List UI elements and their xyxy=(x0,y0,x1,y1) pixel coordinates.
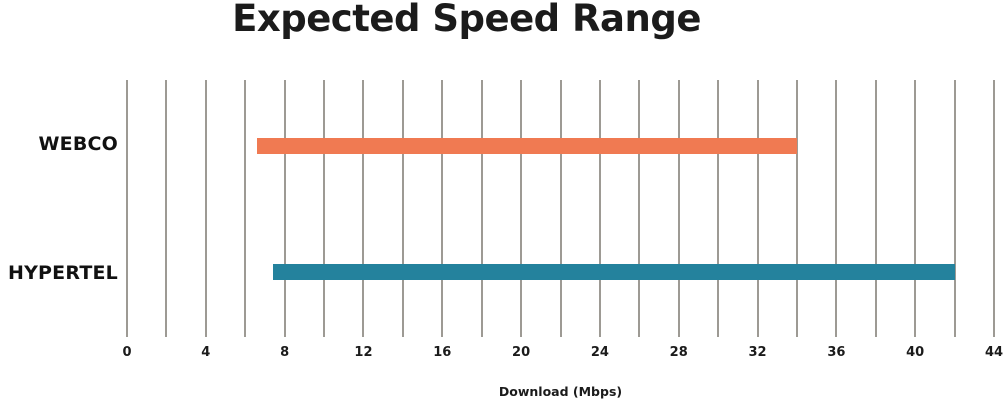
gridline xyxy=(598,80,601,337)
gridline xyxy=(835,80,838,337)
gridline xyxy=(756,80,759,337)
gridline xyxy=(953,80,956,337)
gridline xyxy=(717,80,720,337)
range-bar-hypertel xyxy=(272,263,955,280)
x-tick-label: 44 xyxy=(984,345,1003,360)
gridline xyxy=(914,80,917,337)
x-tick-label: 20 xyxy=(512,345,531,360)
gridline xyxy=(244,80,247,337)
x-axis-label: Download (Mbps) xyxy=(498,384,623,399)
category-labels: WEBCO HYPERTEL xyxy=(0,80,127,337)
gridline xyxy=(165,80,168,337)
x-tick-label: 28 xyxy=(669,345,688,360)
gridline xyxy=(126,80,128,337)
gridline xyxy=(401,80,404,337)
gridline xyxy=(520,80,523,337)
x-tick-label: 24 xyxy=(590,345,609,360)
x-tick-label: 12 xyxy=(354,345,373,360)
gridline xyxy=(559,80,562,337)
x-tick-label: 32 xyxy=(748,345,767,360)
chart-title: Expected Speed Range xyxy=(232,0,701,40)
x-tick-label: 8 xyxy=(280,345,290,360)
category-label-hypertel: HYPERTEL xyxy=(8,261,118,284)
gridline xyxy=(993,80,995,337)
x-tick-label: 0 xyxy=(122,345,132,360)
gridline xyxy=(480,80,483,337)
gridline xyxy=(874,80,877,337)
range-bar-webco xyxy=(257,138,797,155)
x-tick-label: 16 xyxy=(433,345,452,360)
x-tick-label: 4 xyxy=(201,345,211,360)
gridline xyxy=(323,80,326,337)
plot-area xyxy=(126,80,995,337)
x-axis-ticks: 0 4 8 12 16 20 24 28 32 36 40 44 xyxy=(122,345,1003,363)
gridline xyxy=(283,80,286,337)
x-tick-label: 36 xyxy=(827,345,846,360)
gridline xyxy=(677,80,680,337)
category-label-webco: WEBCO xyxy=(38,133,118,156)
gridline xyxy=(204,80,207,337)
x-tick-label: 40 xyxy=(906,345,925,360)
gridline xyxy=(638,80,641,337)
gridline xyxy=(441,80,444,337)
gridline xyxy=(362,80,365,337)
gridline xyxy=(795,80,798,337)
